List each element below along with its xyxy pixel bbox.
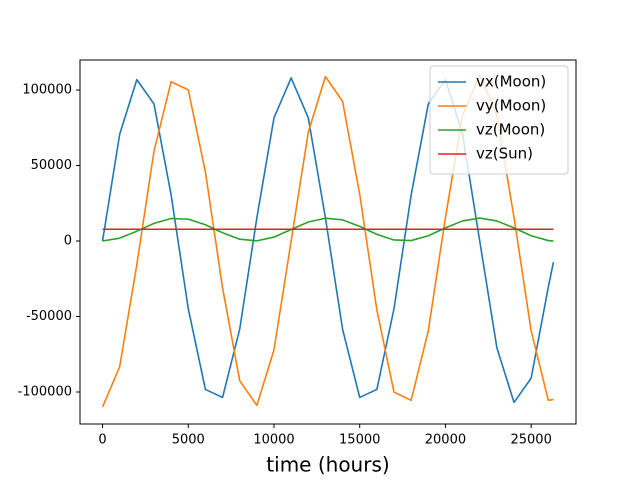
legend-label: vz(Sun) <box>476 145 533 163</box>
y-tick-label: 100000 <box>22 83 72 98</box>
legend-label: vz(Moon) <box>476 121 545 139</box>
series-line <box>102 217 554 242</box>
legend-label: vx(Moon) <box>476 73 546 91</box>
x-tick-label: 15000 <box>339 433 380 448</box>
y-tick-label: -50000 <box>26 309 72 324</box>
x-tick-label: 25000 <box>510 433 551 448</box>
plot-frame <box>79 59 577 425</box>
series-line <box>101 77 555 404</box>
y-tick-label: 0 <box>64 234 72 249</box>
x-tick-label: 0 <box>98 433 106 448</box>
x-axis-label: time (hours) <box>266 453 389 477</box>
legend-label: vy(Moon) <box>476 97 546 115</box>
x-tick-label: 5000 <box>172 433 205 448</box>
x-tick-label: 10000 <box>253 433 294 448</box>
y-tick-label: -100000 <box>18 384 72 399</box>
y-tick-label: 50000 <box>31 158 72 173</box>
x-tick-label: 20000 <box>425 433 466 448</box>
legend-box <box>429 65 569 175</box>
